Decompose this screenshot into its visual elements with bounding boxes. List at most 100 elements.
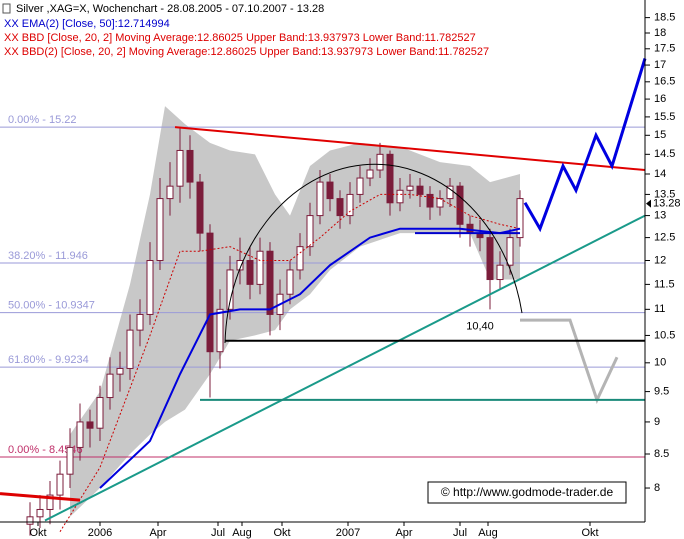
y-tick-label: 11 <box>654 303 665 315</box>
y-tick-label: 14 <box>654 168 666 180</box>
candle-body <box>246 260 254 285</box>
candle-body <box>436 198 444 208</box>
x-tick-label: Okt <box>273 527 290 539</box>
x-tick-label: Apr <box>395 527 412 539</box>
candle-body <box>496 264 504 281</box>
y-tick-label: 15.5 <box>654 111 675 123</box>
y-tick-label: 17 <box>654 59 666 71</box>
candle-body <box>46 494 54 510</box>
copyright: © http://www.godmode-trader.de <box>441 485 614 499</box>
candle-body <box>336 198 344 217</box>
level-label: 61.80% - 9.9234 <box>8 354 89 366</box>
last-price-marker <box>646 199 651 208</box>
candle-body <box>26 516 34 525</box>
candle-body <box>396 189 404 204</box>
level-label: 50.00% - 10.9347 <box>8 300 95 312</box>
legend-entry: XX EMA(2) [Close, 50]:12.714994 <box>4 18 170 30</box>
candle-body <box>206 232 214 353</box>
level-label: 0.00% - 8.4546 <box>8 444 83 456</box>
bollinger-band <box>70 106 520 517</box>
candle-body <box>386 153 394 204</box>
candle-body <box>116 367 124 375</box>
x-tick-label: Okt <box>29 527 46 539</box>
candle-body <box>236 260 244 271</box>
overlay-line <box>0 492 81 502</box>
candle-body <box>326 181 334 200</box>
candle-body <box>516 198 524 239</box>
last-price-label: 13.28 <box>653 198 681 210</box>
y-tick-label: 8 <box>654 482 660 494</box>
level-label: 38.20% - 11.946 <box>8 250 88 262</box>
y-tick-label: 16.5 <box>654 76 675 88</box>
candle-body <box>266 250 274 315</box>
candle-body <box>506 237 514 266</box>
candle-body <box>426 193 434 208</box>
cup-arc <box>224 163 523 344</box>
chart-icon <box>2 3 11 14</box>
candle-body <box>96 397 104 429</box>
x-tick-label: Jul <box>453 527 467 539</box>
level-label: 0.00% - 15.22 <box>8 114 77 126</box>
candle-body <box>56 473 64 496</box>
candle-body <box>346 193 354 217</box>
x-tick-label: Jul <box>211 527 225 539</box>
overlay-line <box>174 126 646 172</box>
y-tick-label: 14.5 <box>654 148 675 160</box>
candle-body <box>86 421 94 429</box>
candle-body <box>456 185 464 225</box>
candle-body <box>196 181 204 234</box>
copyright-box <box>427 481 627 504</box>
candle-body <box>416 185 424 195</box>
y-tick-label: 12.5 <box>654 232 675 244</box>
x-tick-label: Aug <box>232 527 252 539</box>
y-tick-label: 9 <box>654 416 660 428</box>
overlay-line <box>99 227 521 489</box>
candle-body <box>186 149 194 183</box>
candle-body <box>366 169 374 179</box>
candle-body <box>126 329 134 369</box>
y-tick-label: 13.5 <box>654 188 675 200</box>
candle-body <box>76 421 84 448</box>
overlay-line <box>59 193 521 533</box>
candle-body <box>376 153 384 171</box>
y-tick-label: 17.5 <box>654 43 675 55</box>
overlay-line <box>44 214 646 522</box>
y-tick-label: 11.5 <box>654 278 675 290</box>
y-tick-label: 10.5 <box>654 329 675 341</box>
plot-area: 0.00% - 15.22 38.20% - 11.946 50.00% - 10.… <box>0 58 647 536</box>
x-tick-label: Apr <box>149 527 166 539</box>
candle-body <box>156 198 164 262</box>
y-tick-label: 18 <box>654 27 666 39</box>
candle-body <box>256 250 264 285</box>
overlay-line <box>520 318 619 404</box>
y-tick-label: 10 <box>654 357 666 369</box>
candle-body <box>406 185 414 191</box>
y-tick-label: 15 <box>654 129 666 141</box>
candle-body <box>36 508 44 518</box>
candle-body <box>316 181 324 217</box>
y-tick-label: 16 <box>654 93 666 105</box>
annotation: 10,40 <box>466 321 494 333</box>
candle-body <box>216 308 224 353</box>
candle-body <box>356 177 364 195</box>
chart-title: Silver ,XAG=X, Wochenchart - 28.08.2005 … <box>16 3 324 15</box>
candle-body <box>136 313 144 331</box>
y-tick-label: 13 <box>654 210 666 222</box>
y-tick-label: 12 <box>654 254 666 266</box>
candle-body <box>446 185 454 200</box>
y-tick-label: 18.5 <box>654 12 675 24</box>
candle-body <box>106 373 114 399</box>
y-tick-label: 8.5 <box>654 448 669 460</box>
x-tick-label: Okt <box>581 527 598 539</box>
candle-body <box>66 446 74 475</box>
y-tick-label: 9.5 <box>654 386 669 398</box>
legend-entry: XX BBD [Close, 20, 2] Moving Average:12.… <box>4 32 476 44</box>
legend-entry: XX BBD(2) [Close, 20, 2] Moving Average:… <box>4 46 489 58</box>
candle-body <box>306 215 314 248</box>
candle-body <box>286 269 294 295</box>
x-tick-label: 2007 <box>336 527 360 539</box>
candle-body <box>176 149 184 187</box>
x-tick-label: Aug <box>478 527 498 539</box>
candle-body <box>296 246 304 271</box>
